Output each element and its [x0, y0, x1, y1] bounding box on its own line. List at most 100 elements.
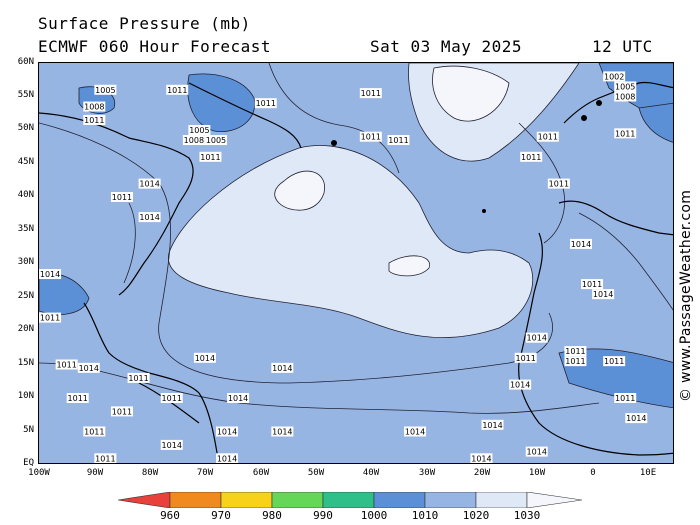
lon-label: 90W	[86, 468, 104, 478]
pressure-label-text: 1014	[527, 448, 547, 457]
pressure-label-text: 1014	[593, 290, 613, 299]
pressure-label: 1014	[227, 393, 250, 403]
pressure-label: 1011	[614, 128, 637, 139]
watermark: © www.PassageWeather.com	[678, 189, 694, 402]
pressure-label: 1011	[614, 393, 637, 403]
colorbar-segment	[373, 491, 426, 509]
pressure-label: 1014	[509, 379, 532, 390]
pressure-label: 1014	[216, 453, 239, 463]
pressure-label-text: 1014	[217, 454, 237, 463]
pressure-label: 1011	[536, 131, 559, 142]
forecast-date: Sat 03 May 2025	[370, 37, 522, 56]
pressure-label-text: 1014	[527, 334, 547, 343]
pressure-label: 1014	[138, 212, 161, 223]
lon-label: 30W	[418, 468, 436, 478]
pressure-label-text: 1014	[162, 441, 182, 450]
lon-label: 40W	[362, 468, 380, 478]
pressure-label-text: 1008	[615, 93, 635, 102]
colorbar-segment	[220, 491, 273, 509]
colorbar-tick: 1010	[411, 509, 439, 522]
pressure-label: 1011	[564, 346, 587, 357]
pressure-label-text: 1014	[139, 180, 159, 189]
lat-label: 55N	[17, 90, 34, 100]
lat-label: 10N	[17, 391, 34, 401]
pressure-label-text: 1014	[405, 428, 425, 437]
pressure-label: 1014	[138, 178, 161, 189]
pressure-label-text: 1011	[167, 86, 187, 95]
pressure-label: 1005	[188, 125, 211, 135]
lat-label: 45N	[17, 157, 34, 167]
pressure-label: 1011	[110, 192, 133, 202]
pressure-label: 1014	[39, 269, 62, 280]
pressure-map[interactable]: 1005 1011 1008 1011 1005 1008 1005 1011 1011 1011…	[38, 62, 674, 464]
pressure-label-text: 1011	[515, 354, 535, 363]
pressure-label-text: 1011	[538, 133, 558, 142]
pressure-label-text: 1014	[139, 213, 159, 222]
pressure-label-text: 1014	[471, 454, 491, 463]
pressure-label: 1014	[271, 426, 294, 437]
lat-label: 25N	[17, 291, 34, 301]
pressure-label: 1014	[525, 446, 548, 457]
lat-label: 30N	[17, 257, 34, 267]
pressure-label: 1011	[387, 135, 410, 146]
pressure-label: 1014	[77, 362, 100, 373]
lat-label: 35N	[17, 224, 34, 234]
pressure-label: 1011	[547, 178, 570, 189]
colorbar-segment	[475, 491, 528, 509]
colorbar-arrow-low	[117, 491, 171, 509]
colorbar-tick: 980	[262, 509, 282, 522]
pressure-label: 1014	[470, 453, 493, 463]
pressure-label-text: 1011	[40, 314, 60, 323]
pressure-label: 1011	[110, 406, 133, 417]
pressure-label: 1011	[199, 151, 222, 162]
pressure-label: 1008	[182, 135, 205, 146]
pressure-label: 1011	[39, 312, 62, 323]
pressure-label-text: 1011	[615, 129, 635, 138]
pressure-label-text: 1014	[228, 394, 248, 403]
pressure-label: 1011	[55, 359, 78, 370]
pressure-label-text: 1011	[565, 357, 585, 366]
lat-label: 15N	[17, 358, 34, 368]
pressure-label-text: 1011	[549, 180, 569, 189]
pressure-label: 1011	[166, 84, 189, 95]
pressure-label-text: 1011	[604, 357, 624, 366]
colorbar-segment	[271, 491, 324, 509]
pressure-label: 1014	[592, 289, 615, 300]
pressure-label: 1005	[204, 135, 227, 146]
lat-label: 40N	[17, 190, 34, 200]
pressure-label: 1011	[94, 453, 117, 463]
pressure-label-text: 1011	[256, 99, 276, 108]
pressure-label-text: 1011	[95, 454, 115, 463]
pressure-label: 1014	[216, 426, 239, 437]
pressure-label: 1011	[127, 372, 150, 383]
colorbar-segment	[424, 491, 477, 509]
pressure-label-text: 1011	[565, 347, 585, 356]
pressure-label: 1014	[525, 332, 548, 343]
pressure-label: 1014	[625, 413, 648, 424]
pressure-label: 1011	[359, 131, 382, 142]
colorbar-tick: 970	[211, 509, 231, 522]
pressure-label: 1014	[160, 439, 183, 450]
colorbar-segment	[322, 491, 375, 509]
pressure-label: 1011	[83, 426, 106, 437]
lon-label: 50W	[307, 468, 325, 478]
pressure-label: 1011	[564, 356, 587, 367]
pressure-label-text: 1014	[272, 364, 292, 373]
pressure-label: 1011	[520, 151, 543, 162]
colorbar-tick: 1000	[360, 509, 388, 522]
pressure-label-text: 1014	[272, 428, 292, 437]
pressure-label-text: 1011	[56, 361, 76, 370]
pressure-label-text: 1011	[112, 407, 132, 416]
pressure-label-text: 1014	[217, 428, 237, 437]
pressure-label: 1011	[581, 279, 604, 290]
lon-label: 70W	[196, 468, 214, 478]
lon-label: 0	[590, 468, 596, 478]
lon-label: 10W	[528, 468, 546, 478]
pressure-label-text: 1011	[162, 394, 182, 403]
pressure-label: 1008	[614, 91, 637, 102]
colorbar-tick: 960	[160, 509, 180, 522]
pressure-label: 1005	[614, 81, 637, 92]
pressure-label-text: 1014	[626, 414, 646, 423]
pressure-label: 1002	[603, 71, 626, 82]
